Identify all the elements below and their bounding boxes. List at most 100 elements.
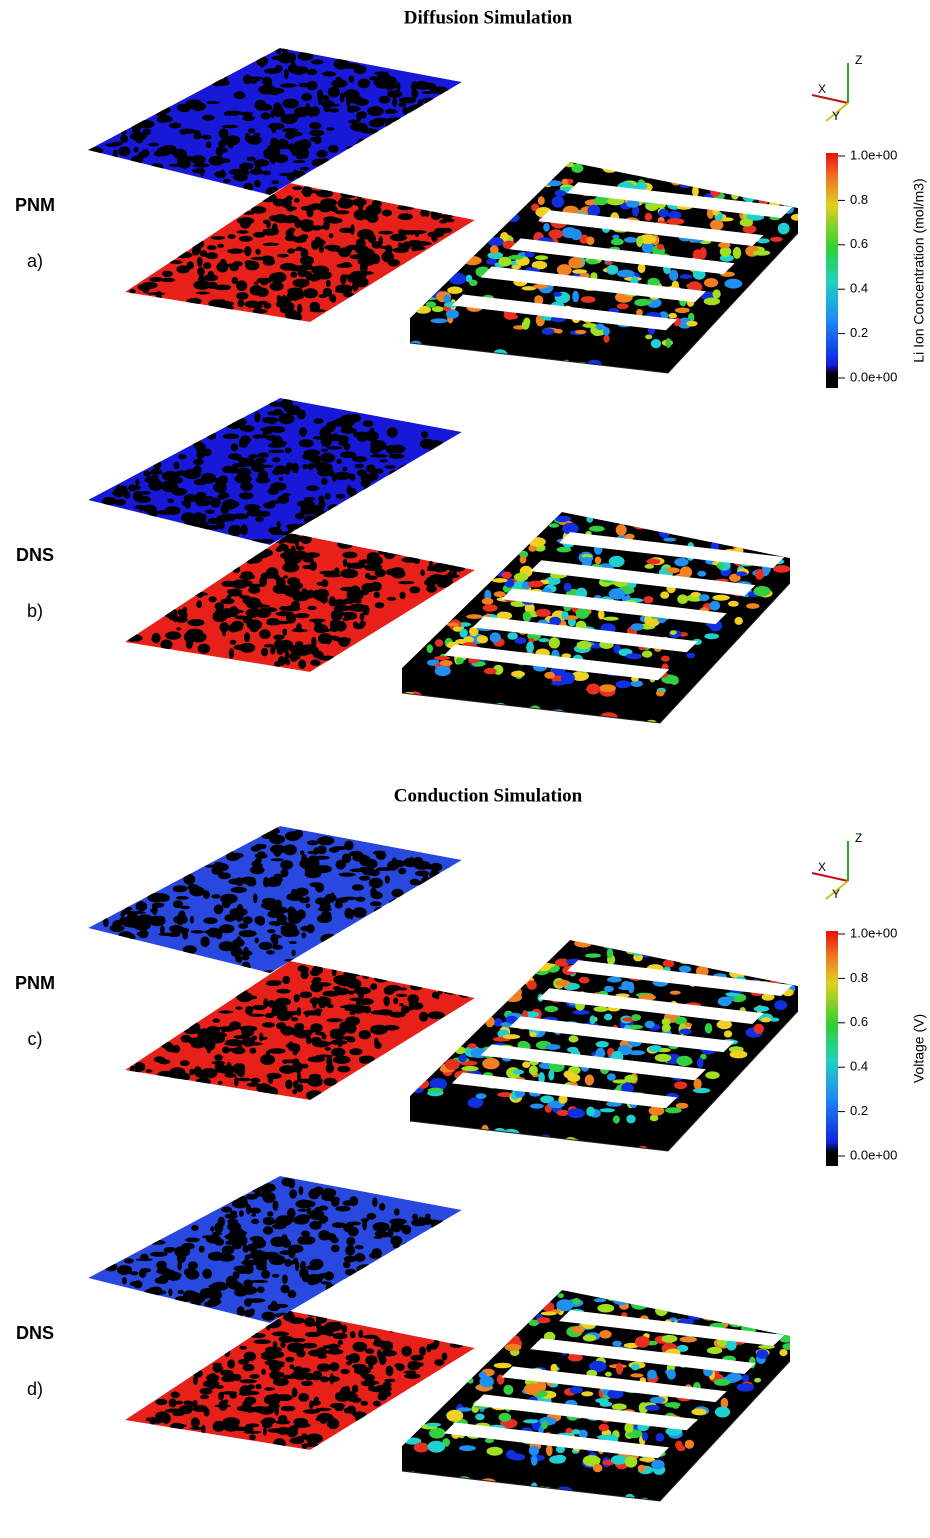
pore [310, 309, 326, 312]
pore [258, 301, 267, 305]
pore [221, 493, 230, 498]
pore [169, 123, 181, 129]
particle [676, 1056, 692, 1066]
pore [237, 1306, 245, 1316]
pore [131, 156, 143, 165]
pore [273, 1378, 289, 1386]
particle [484, 668, 497, 674]
particle [722, 176, 733, 188]
pore [353, 432, 366, 438]
pore [214, 1054, 222, 1061]
pore [257, 288, 269, 298]
pore [267, 911, 283, 918]
pore [235, 616, 248, 620]
pore [341, 982, 349, 986]
pore [276, 547, 283, 552]
pore [134, 147, 139, 152]
pore [200, 250, 207, 257]
pore [320, 198, 337, 207]
particle [506, 1450, 516, 1459]
pore [130, 1066, 135, 1073]
pore [250, 1236, 264, 1241]
particle [446, 309, 459, 318]
particle [430, 318, 447, 323]
pore [358, 992, 364, 1000]
pore [224, 1349, 230, 1358]
particle [642, 167, 656, 179]
pore [249, 1014, 265, 1017]
particle [634, 300, 648, 306]
particle [526, 642, 534, 654]
pore [268, 487, 279, 494]
pore [165, 631, 181, 639]
pore [133, 491, 143, 502]
pore [276, 1420, 291, 1424]
pore [268, 123, 284, 130]
pore [250, 169, 264, 175]
pore [344, 1386, 351, 1397]
particle [626, 653, 643, 659]
particle [728, 1318, 744, 1327]
particle [756, 1349, 768, 1359]
pore [305, 271, 312, 281]
pore [306, 1090, 323, 1100]
pore [409, 857, 413, 864]
pore [324, 245, 340, 250]
pore [198, 644, 210, 654]
particle [587, 684, 601, 695]
pore [253, 894, 257, 904]
particle [445, 1059, 460, 1070]
pore [136, 901, 147, 911]
pore [156, 1399, 168, 1405]
pore [145, 476, 160, 483]
pore [265, 901, 273, 907]
pore [324, 894, 336, 902]
particle [573, 1298, 581, 1305]
pore [299, 1236, 315, 1245]
pore [193, 133, 202, 140]
pore [338, 198, 354, 208]
particle [414, 1443, 429, 1453]
pore [150, 909, 155, 913]
pore [443, 987, 460, 995]
particle [599, 1424, 609, 1431]
particle [456, 658, 464, 665]
pore [329, 1418, 338, 1428]
pore [273, 102, 282, 113]
pore [305, 1373, 314, 1381]
pore [230, 1393, 237, 1399]
pore [273, 1341, 278, 1348]
particle [641, 376, 649, 381]
pore [275, 922, 281, 926]
pore [255, 516, 264, 521]
pore [313, 418, 323, 423]
pore [228, 234, 236, 239]
pore [161, 278, 175, 283]
pore [210, 498, 220, 508]
pore [364, 869, 378, 875]
particle [508, 213, 520, 222]
pore [300, 256, 314, 266]
particle [408, 1125, 419, 1134]
pore [245, 1042, 263, 1046]
pore [316, 1316, 320, 1325]
particle [510, 1487, 519, 1494]
pore [326, 280, 331, 287]
pore [251, 462, 264, 472]
pore [393, 1244, 400, 1248]
pore [254, 282, 258, 285]
pore [225, 111, 243, 116]
pore [194, 1066, 202, 1076]
pore [294, 830, 304, 838]
pore [425, 1214, 431, 1219]
particle [710, 188, 720, 197]
pore [379, 96, 390, 104]
pore [298, 52, 314, 61]
pore [299, 439, 314, 447]
particle [632, 951, 643, 956]
particle [546, 1445, 553, 1457]
particle [480, 1376, 494, 1388]
pore [263, 998, 268, 1007]
pore [339, 637, 350, 647]
particle [635, 1336, 650, 1348]
